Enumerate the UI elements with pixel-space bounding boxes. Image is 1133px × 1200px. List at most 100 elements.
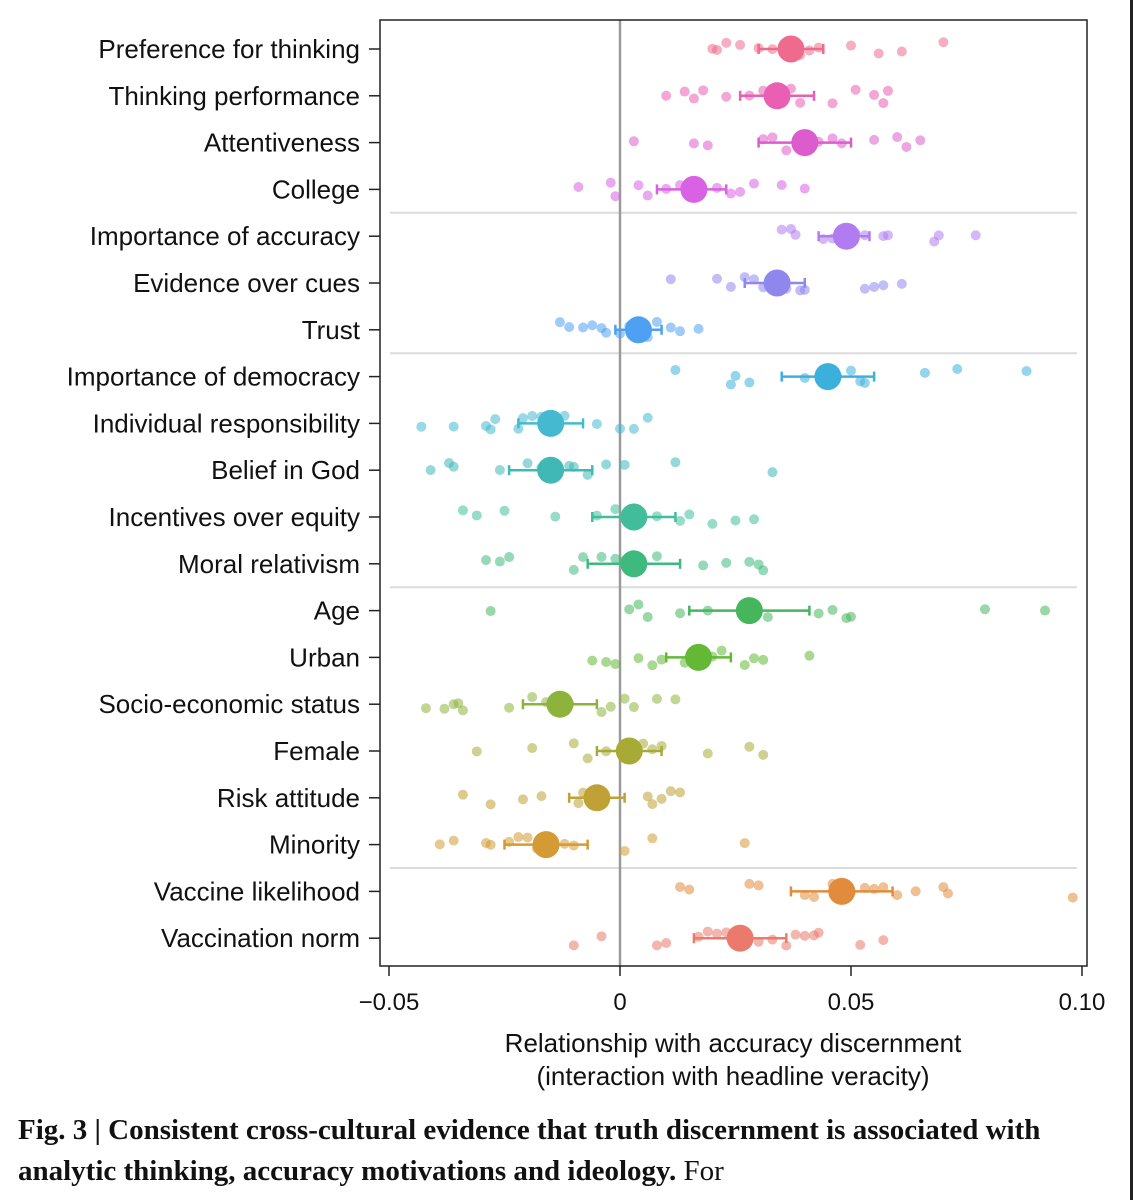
point-college-4 — [642, 190, 653, 201]
label-incentives-over-equity: Incentives over equity — [109, 502, 360, 532]
point-risk-attitude-11 — [675, 787, 686, 798]
label-risk-attitude: Risk attitude — [217, 783, 360, 813]
point-risk-attitude-4 — [573, 798, 584, 809]
point-socio-economic-status-0 — [420, 703, 431, 714]
estimate-female — [615, 737, 643, 765]
plot-frame — [379, 19, 1088, 967]
point-socio-economic-status-13 — [651, 693, 662, 704]
point-college-13 — [799, 183, 810, 194]
point-moral-relativism-11 — [744, 556, 755, 567]
point-age-11 — [979, 604, 990, 615]
point-vaccination-norm-12 — [799, 930, 810, 941]
point-moral-relativism-5 — [596, 551, 607, 562]
point-vaccine-likelihood-10 — [878, 882, 889, 893]
point-moral-relativism-2 — [504, 552, 515, 563]
xtick-label-2: 0.05 — [828, 989, 875, 1016]
point-preference-for-thinking-11 — [873, 48, 884, 59]
point-vaccination-norm-3 — [661, 938, 672, 949]
point-college-12 — [776, 179, 787, 190]
point-attentiveness-1 — [688, 138, 699, 149]
point-vaccination-norm-10 — [781, 940, 792, 951]
point-incentives-over-equity-1 — [471, 510, 482, 521]
point-socio-economic-status-11 — [619, 693, 630, 704]
point-individual-responsibility-1 — [448, 421, 459, 432]
point-attentiveness-2 — [702, 140, 713, 151]
point-risk-attitude-1 — [485, 799, 496, 810]
label-importance-of-accuracy: Importance of accuracy — [90, 221, 360, 251]
point-incentives-over-equity-3 — [550, 511, 561, 522]
point-preference-for-thinking-13 — [938, 37, 949, 48]
point-thinking-performance-8 — [795, 97, 806, 108]
point-vaccine-likelihood-1 — [684, 884, 695, 895]
caption-bold: Fig. 3 | Consistent cross-cultural evide… — [18, 1114, 1041, 1187]
point-minority-1 — [448, 835, 459, 846]
point-belief-in-god-8 — [582, 469, 593, 480]
point-belief-in-god-12 — [767, 467, 778, 478]
point-individual-responsibility-12 — [628, 423, 639, 434]
point-age-3 — [642, 611, 653, 622]
point-urban-2 — [610, 659, 621, 670]
point-trust-6 — [615, 328, 625, 339]
point-female-6 — [647, 744, 658, 755]
point-urban-8 — [716, 645, 727, 656]
point-urban-4 — [647, 660, 658, 671]
point-belief-in-god-4 — [522, 458, 533, 469]
point-college-10 — [735, 186, 746, 197]
point-attentiveness-0 — [628, 136, 639, 147]
group-separators — [390, 211, 1077, 869]
point-minority-11 — [647, 833, 658, 844]
xtick-label-3: 0.10 — [1059, 989, 1106, 1016]
point-urban-0 — [587, 655, 598, 666]
point-belief-in-god-0 — [425, 465, 436, 476]
point-evidence-over-cues-12 — [896, 278, 907, 289]
label-urban: Urban — [289, 642, 360, 672]
estimate-preference-for-thinking — [777, 35, 805, 63]
point-vaccine-likelihood-3 — [753, 880, 764, 891]
point-vaccination-norm-2 — [651, 940, 662, 951]
point-vaccination-norm-5 — [702, 926, 713, 937]
point-socio-economic-status-1 — [439, 703, 450, 714]
point-college-0 — [573, 182, 584, 193]
point-vaccination-norm-6 — [712, 928, 723, 939]
point-trust-11 — [675, 326, 686, 337]
point-importance-of-democracy-11 — [1021, 366, 1032, 377]
estimate-attentiveness — [791, 129, 819, 157]
point-evidence-over-cues-9 — [859, 283, 870, 294]
point-attentiveness-9 — [869, 134, 880, 145]
point-moral-relativism-9 — [698, 560, 709, 571]
point-thinking-performance-0 — [661, 90, 672, 101]
xtick-label-0: −0.05 — [359, 989, 420, 1016]
point-individual-responsibility-4 — [490, 414, 501, 425]
point-individual-responsibility-0 — [416, 421, 427, 432]
point-preference-for-thinking-3 — [735, 39, 746, 50]
x-axis-title: Relationship with accuracy discernment — [505, 1028, 962, 1058]
point-evidence-over-cues-0 — [665, 274, 676, 285]
point-urban-3 — [633, 653, 644, 664]
point-minority-10 — [619, 846, 630, 857]
point-age-2 — [633, 599, 644, 610]
point-minority-0 — [434, 839, 445, 850]
point-belief-in-god-3 — [494, 465, 505, 476]
point-individual-responsibility-11 — [615, 423, 625, 434]
point-thinking-performance-13 — [882, 85, 893, 96]
point-college-1 — [605, 177, 616, 188]
point-female-7 — [656, 740, 667, 751]
point-minority-12 — [739, 838, 750, 849]
page-edge — [1130, 0, 1133, 1200]
point-thinking-performance-10 — [850, 84, 861, 95]
point-female-3 — [582, 753, 593, 764]
point-age-7 — [813, 608, 824, 619]
point-risk-attitude-8 — [647, 799, 658, 810]
point-importance-of-democracy-1 — [725, 379, 736, 390]
point-preference-for-thinking-12 — [896, 46, 907, 57]
point-moral-relativism-8 — [651, 551, 662, 562]
point-age-4 — [675, 608, 686, 619]
label-preference-for-thinking: Preference for thinking — [98, 34, 360, 64]
point-incentives-over-equity-10 — [707, 518, 718, 529]
label-thinking-performance: Thinking performance — [109, 81, 360, 111]
point-attentiveness-5 — [781, 145, 792, 156]
point-belief-in-god-10 — [619, 459, 630, 470]
point-risk-attitude-7 — [642, 791, 653, 802]
point-importance-of-democracy-9 — [919, 367, 930, 378]
point-vaccine-likelihood-0 — [675, 881, 686, 892]
